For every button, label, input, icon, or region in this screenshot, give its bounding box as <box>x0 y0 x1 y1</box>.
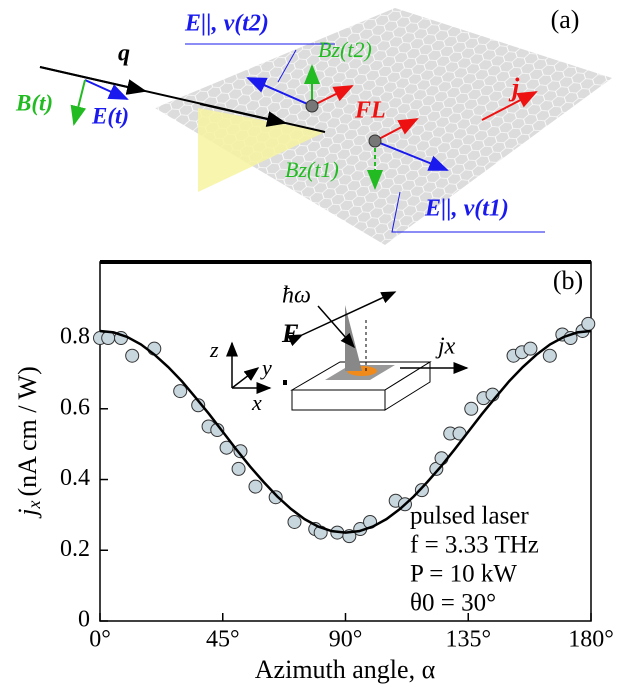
y-label-symbol: j <box>13 508 42 518</box>
annotation: pulsed laser <box>410 503 529 530</box>
graphene-sheet <box>155 8 612 245</box>
data-point <box>191 398 206 413</box>
data-point <box>173 384 188 399</box>
y-label-subscript: x <box>24 500 44 509</box>
sample-side <box>291 389 386 411</box>
x-tick-label: 45° <box>206 627 240 653</box>
inset-label: z <box>209 337 219 362</box>
data-point <box>233 444 248 459</box>
data-point <box>219 440 234 455</box>
annotation: θ0 = 30° <box>410 590 496 617</box>
y-label-unit: (nA cm / W) <box>13 366 42 496</box>
current-arrow <box>481 91 538 121</box>
label: Bz(t1) <box>285 157 339 182</box>
carrier <box>305 99 319 113</box>
y-tick-label: 0.4 <box>60 465 90 491</box>
panel-label: (a) <box>551 5 580 34</box>
callout-line <box>391 191 545 233</box>
label: B(t) <box>15 90 53 115</box>
y-tick-label: 0.2 <box>60 536 90 562</box>
data-point <box>542 348 557 363</box>
inset-label: ħω <box>282 283 311 309</box>
inset-label: E <box>281 319 299 348</box>
inset-label: jx <box>435 334 456 360</box>
data-point <box>581 316 596 331</box>
x-axis-label: Azimuth angle, α <box>255 655 436 684</box>
force-arrow <box>311 85 354 107</box>
label: E(t) <box>91 103 129 128</box>
label: FL <box>354 98 386 124</box>
data-point <box>125 348 140 363</box>
inset-label: x <box>251 390 262 415</box>
carrier <box>368 134 382 148</box>
beam-spot <box>198 108 325 192</box>
label: E||, v(t2) <box>184 11 269 37</box>
annotation: f = 3.33 THz <box>410 532 539 559</box>
annotation: P = 10 kW <box>410 561 517 588</box>
x-tick-label: 0° <box>89 627 111 653</box>
callout-line <box>277 49 297 83</box>
y-tick-label: 0 <box>78 607 90 633</box>
label: Bz(t2) <box>318 37 372 62</box>
force-arrow <box>374 118 419 142</box>
fit-line <box>99 329 592 534</box>
beam <box>345 305 362 371</box>
data-point <box>287 514 302 529</box>
data-point <box>268 490 283 505</box>
axis-arrow <box>231 367 260 389</box>
data-point <box>523 341 538 356</box>
data-point <box>464 401 479 416</box>
panel-label: (b) <box>553 266 583 295</box>
polarization-arrow <box>287 291 397 347</box>
arrow <box>39 66 147 95</box>
velocity-arrow <box>246 77 313 107</box>
panel-b: (b) Azimuth angle, α jx(nA cm / W) ħω E … <box>13 260 592 684</box>
inset: ħω E jx z y x <box>209 283 469 415</box>
velocity-arrow <box>374 140 449 171</box>
x-tick-label: 135° <box>445 627 491 653</box>
data-point <box>248 479 263 494</box>
inset-label: y <box>260 355 272 380</box>
arrow <box>199 103 287 127</box>
data-point <box>414 483 429 498</box>
y-axis-label: jx (nA cm / W) <box>13 366 44 518</box>
sample-side <box>384 361 431 411</box>
x-tick-label: 180° <box>568 627 614 653</box>
y-tick-label: 0.8 <box>60 324 90 350</box>
e-field-arrow <box>84 79 129 100</box>
label: q <box>118 41 130 67</box>
panel-a: (a) q B(t) E(t) E||, v(t2) Bz(t2) FL j B… <box>15 5 612 245</box>
b-field-arrow <box>70 79 87 126</box>
data-point <box>231 461 246 476</box>
photon-arrow <box>317 305 355 349</box>
label: E||, v(t1) <box>424 196 509 222</box>
x-tick-label: 90° <box>329 627 363 653</box>
y-tick-label: 0.6 <box>60 394 90 420</box>
